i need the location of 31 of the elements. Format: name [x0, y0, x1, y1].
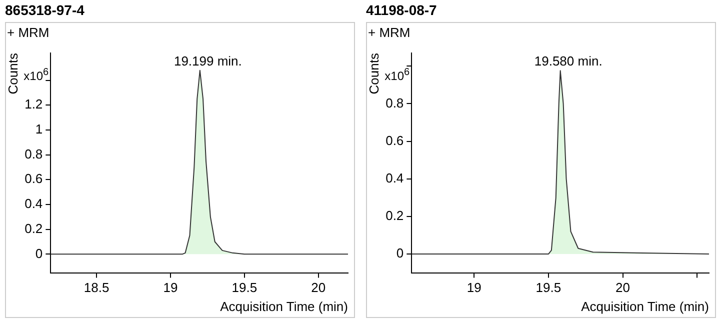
chart-title: 41198-08-7	[365, 1, 438, 20]
y-tick-label: 0.2	[24, 220, 43, 236]
x-axis-title: Acquisition Time (min)	[581, 298, 709, 314]
y-tick-label: 1.2	[24, 96, 43, 112]
annotation: 19.199 min.	[174, 53, 242, 68]
y-axis-title: Counts	[5, 52, 20, 94]
annotation: 19.580 min.	[534, 54, 602, 69]
text: + MRM	[368, 25, 410, 40]
y-tick-label: 0.2	[386, 208, 404, 224]
x-tick-label: 20	[311, 280, 326, 296]
y-tick-label: 0.6	[386, 132, 404, 148]
x-tick-label: 20	[616, 280, 630, 296]
y-tick-label: 0.4	[24, 196, 43, 212]
y-axis-title: Counts	[366, 52, 382, 94]
y-tick-label: 0.6	[24, 171, 43, 186]
chart-title: 865318-97-4	[4, 1, 86, 20]
x-tick-label: 19	[466, 280, 482, 296]
y-tick-label: 0.4	[386, 170, 404, 186]
x-tick-label: 18.5	[84, 280, 110, 296]
text: x10$^{6}$	[384, 67, 410, 83]
text: x10$^{6}$	[24, 67, 49, 83]
y-tick-label: 0.8	[386, 95, 404, 110]
x-tick-label: 19.5	[232, 280, 258, 296]
x-tick-label: 19.5	[536, 280, 562, 296]
y-tick-label: 0	[396, 246, 404, 261]
text: + MRM	[7, 25, 50, 40]
y-tick-label: 0.8	[24, 146, 43, 162]
x-axis-title: Acquisition Time (min)	[220, 298, 348, 314]
x-tick-label: 19	[163, 280, 178, 296]
y-tick-label: 1	[35, 122, 43, 137]
y-tick-label: 0	[35, 246, 43, 261]
